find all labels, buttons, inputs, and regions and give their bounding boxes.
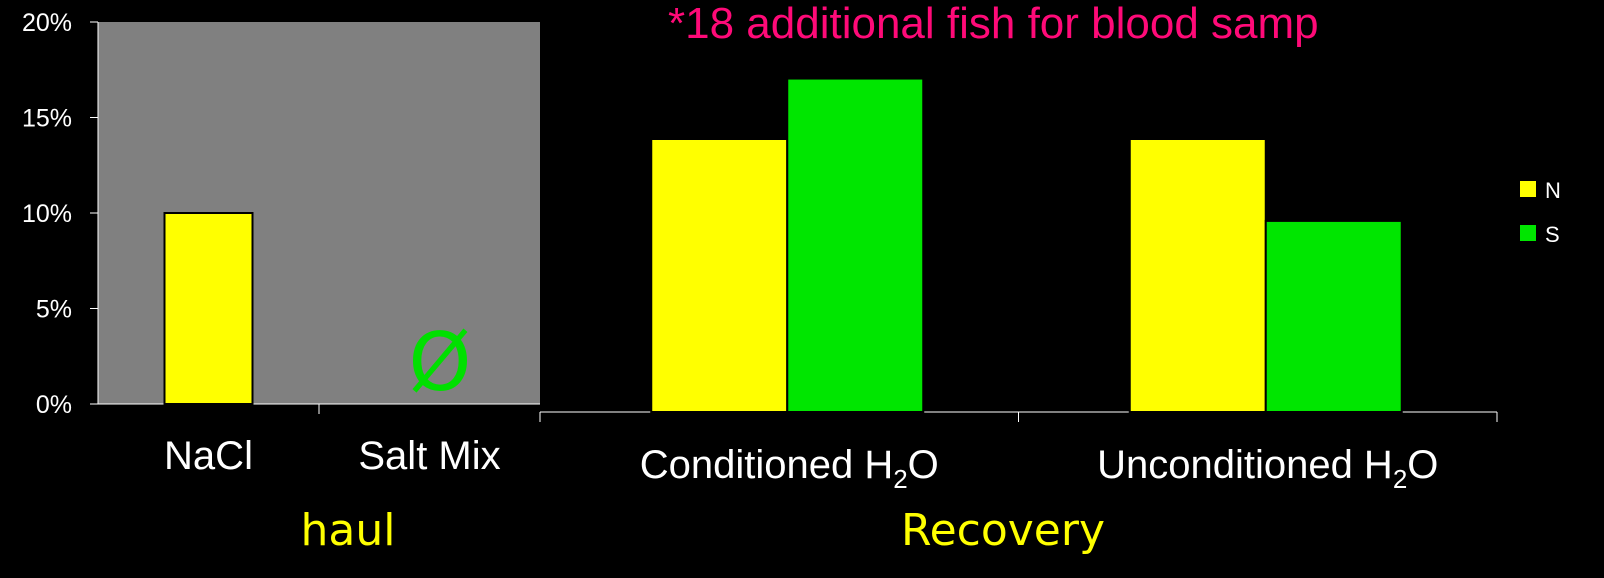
haul-bars (163, 212, 254, 405)
category-label: Conditioned H2O (640, 443, 939, 494)
bar-n-3 (1128, 138, 1267, 413)
empty-marker: Ø (409, 316, 472, 409)
legend-swatch-n (1520, 181, 1536, 197)
y-tick-label: 0% (36, 391, 72, 419)
recovery-bars (650, 77, 1403, 414)
legend-swatch-s (1520, 225, 1536, 241)
bar-n-0 (163, 212, 254, 405)
y-tick-label: 20% (22, 9, 72, 37)
bar-s-3 (1264, 219, 1403, 413)
legend: NS (1520, 178, 1561, 247)
category-label: NaCl (164, 434, 253, 478)
bar-s-2 (786, 77, 925, 414)
legend-label-n: N (1545, 178, 1561, 203)
y-tick-label: 5% (36, 296, 72, 324)
recovery-category-labels: Conditioned H2O Unconditioned H2O (640, 443, 1439, 494)
y-tick-label: 10% (22, 200, 72, 228)
annotation-note: *18 additional fish for blood samp (668, 0, 1319, 48)
y-axis-tick-labels: 0% 5% 10% 15% 20% (22, 9, 72, 419)
bar-n-2 (650, 138, 789, 413)
legend-label-s: S (1545, 222, 1560, 247)
haul-group-label: haul (301, 505, 396, 556)
category-label: Salt Mix (358, 434, 500, 478)
recovery-group-label: Recovery (901, 505, 1105, 556)
haul-category-labels: NaCl Salt Mix (164, 434, 501, 478)
category-label: Unconditioned H2O (1097, 443, 1438, 494)
y-tick-label: 15% (22, 105, 72, 133)
